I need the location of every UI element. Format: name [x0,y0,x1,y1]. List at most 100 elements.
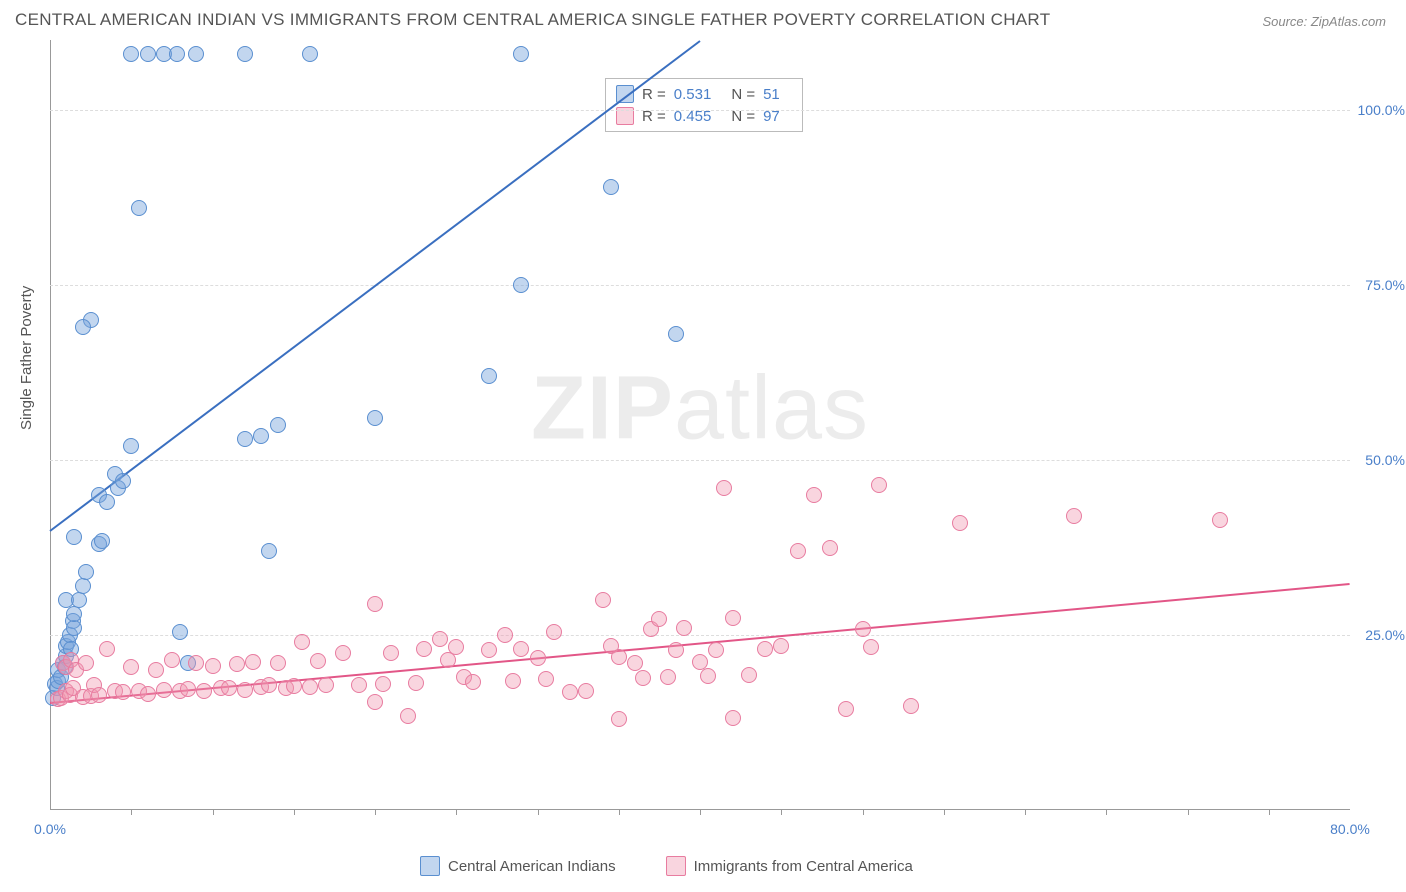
data-point [838,701,854,717]
data-point [513,641,529,657]
data-point [481,368,497,384]
data-point [635,670,651,686]
data-point [148,662,164,678]
data-point [790,543,806,559]
data-point [611,649,627,665]
data-point [78,655,94,671]
data-point [660,669,676,685]
gridline [50,635,1350,636]
legend: Central American Indians Immigrants from … [420,856,913,876]
x-tick [456,809,457,815]
x-tick [863,809,864,815]
x-tick [294,809,295,815]
data-point [668,642,684,658]
data-point [237,682,253,698]
data-point [335,645,351,661]
data-point [1066,508,1082,524]
data-point [432,631,448,647]
data-point [75,578,91,594]
x-tick [1025,809,1026,815]
data-point [367,596,383,612]
y-axis-title: Single Father Poverty [18,286,35,430]
data-point [716,480,732,496]
x-tick [1106,809,1107,815]
watermark-bold: ZIP [531,359,674,459]
gridline [50,110,1350,111]
data-point [286,678,302,694]
data-point [513,277,529,293]
data-point [302,679,318,695]
stats-r-label: R = [642,86,666,103]
data-point [530,650,546,666]
data-point [115,684,131,700]
data-point [513,46,529,62]
data-point [408,675,424,691]
data-point [229,656,245,672]
data-point [676,620,692,636]
data-point [245,654,261,670]
data-point [383,645,399,661]
data-point [871,477,887,493]
data-point [465,674,481,690]
source-label: Source: ZipAtlas.com [1262,14,1386,29]
data-point [952,515,968,531]
data-point [822,540,838,556]
data-point [237,431,253,447]
data-point [205,658,221,674]
watermark: ZIPatlas [531,358,869,461]
stats-r-value: 0.531 [674,86,712,103]
x-tick [538,809,539,815]
data-point [651,611,667,627]
stats-row: R = 0.531 N = 51 [616,83,792,105]
data-point [302,46,318,62]
x-tick [781,809,782,815]
data-point [497,627,513,643]
data-point [725,710,741,726]
data-point [188,655,204,671]
data-point [611,711,627,727]
data-point [169,46,185,62]
data-point [91,687,107,703]
data-point [595,592,611,608]
stats-n-label: N = [731,86,755,103]
data-point [578,683,594,699]
data-point [131,200,147,216]
data-point [123,659,139,675]
gridline [50,460,1350,461]
legend-label: Central American Indians [448,858,616,875]
data-point [757,641,773,657]
data-point [99,641,115,657]
data-point [71,592,87,608]
x-tick [1188,809,1189,815]
stats-n-value: 51 [763,86,780,103]
data-point [294,634,310,650]
data-point [140,686,156,702]
data-point [196,683,212,699]
data-point [318,677,334,693]
data-point [351,677,367,693]
data-point [375,676,391,692]
stats-box: R =0.531N =51R =0.455N =97 [605,78,803,132]
data-point [78,564,94,580]
data-point [505,673,521,689]
x-tick [1269,809,1270,815]
data-point [156,682,172,698]
x-tick [131,809,132,815]
data-point [164,652,180,668]
data-point [140,46,156,62]
data-point [75,319,91,335]
legend-swatch [666,856,686,876]
legend-item: Immigrants from Central America [666,856,913,876]
chart-title: CENTRAL AMERICAN INDIAN VS IMMIGRANTS FR… [15,10,1050,30]
data-point [806,487,822,503]
x-tick [944,809,945,815]
data-point [310,653,326,669]
data-point [400,708,416,724]
legend-item: Central American Indians [420,856,616,876]
data-point [253,428,269,444]
data-point [172,624,188,640]
x-tick [213,809,214,815]
data-point [66,529,82,545]
y-tick-label: 100.0% [1355,102,1405,118]
data-point [863,639,879,655]
